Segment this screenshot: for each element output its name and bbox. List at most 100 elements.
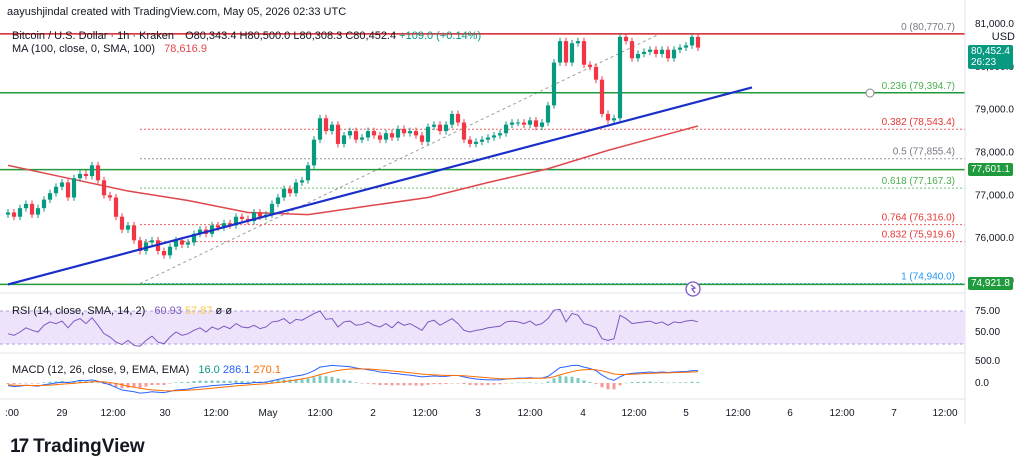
macd-histogram-bar xyxy=(612,383,616,390)
macd-label[interactable]: MACD (12, 26, close, 9, EMA, EMA) xyxy=(12,364,190,376)
macd-histogram-bar xyxy=(582,380,586,383)
trendline-group xyxy=(7,86,875,286)
candle-body xyxy=(593,66,599,80)
candle-body xyxy=(179,240,185,245)
macd-histogram-bar xyxy=(540,382,544,384)
macd-histogram-bar xyxy=(198,380,202,383)
macd-histogram-bar xyxy=(504,383,508,384)
fib-level-label: 0 (80,770.7) xyxy=(901,22,955,33)
candle-body xyxy=(89,165,95,177)
macd-histogram-bar xyxy=(348,380,352,383)
macd-histogram-bar xyxy=(690,381,694,383)
macd-histogram-bar xyxy=(162,383,166,385)
candle-body xyxy=(233,216,239,226)
macd-histogram-bar xyxy=(546,381,550,383)
macd-histogram-bar xyxy=(42,382,46,383)
macd-histogram-bar xyxy=(156,383,160,385)
ohlc-high: H80,500.0 xyxy=(239,30,291,42)
rsi-pane: 75.00 50.00 xyxy=(0,306,1000,347)
ma-line-group xyxy=(7,125,699,216)
candle-body xyxy=(587,64,593,67)
macd-histogram-bar xyxy=(378,383,382,386)
macd-histogram-bar xyxy=(246,381,250,383)
candle-body xyxy=(131,225,137,241)
macd-histogram-bar xyxy=(174,382,178,383)
macd-histogram-bar xyxy=(402,383,406,386)
candle-body xyxy=(539,122,545,127)
macd-value: 286.1 xyxy=(222,364,251,376)
macd-histogram-bar xyxy=(228,380,232,383)
macd-histogram-bar xyxy=(108,383,112,386)
x-tick-label: 12:00 xyxy=(517,408,542,419)
fib-level-label: 0.764 (76,316.0) xyxy=(882,213,955,224)
symbol-name[interactable]: Bitcoin / U.S. Dollar · 1h · Kraken xyxy=(12,30,175,42)
rsi-band xyxy=(0,311,965,344)
macd-histogram-bar xyxy=(678,382,682,383)
candle-body xyxy=(455,113,461,123)
currency-label[interactable]: USD xyxy=(991,31,1015,43)
fib-level-label: 0.5 (77,855.4) xyxy=(893,147,955,158)
candle-body xyxy=(41,199,47,209)
candle-body xyxy=(617,36,623,119)
x-tick-label: 29 xyxy=(56,408,68,419)
candle-body xyxy=(533,120,539,127)
candle-body xyxy=(191,233,197,243)
x-tick-label: :00 xyxy=(5,408,19,419)
macd-histogram-bar xyxy=(576,377,580,383)
candle-body xyxy=(83,173,89,177)
candle-body xyxy=(107,195,113,198)
candle-body xyxy=(551,62,557,106)
candle-body xyxy=(425,126,431,142)
candle-body xyxy=(17,208,23,217)
macd-histogram-bar xyxy=(48,381,52,383)
macd-histogram-bar xyxy=(396,383,400,386)
candle-body xyxy=(395,128,401,138)
macd-histogram-bar xyxy=(372,383,376,385)
rsi-line xyxy=(7,308,699,347)
macd-histogram-bar xyxy=(210,380,214,383)
candle-body xyxy=(479,139,485,142)
candle-body xyxy=(461,122,467,140)
candle-body xyxy=(65,182,71,198)
candle-body xyxy=(563,41,569,63)
macd-histogram-bar xyxy=(54,381,58,383)
ma-label[interactable]: MA (100, close, 0, SMA, 100) xyxy=(12,43,156,55)
candle-body xyxy=(449,113,455,125)
trendline-handle xyxy=(865,88,875,98)
candle-body xyxy=(101,180,107,196)
candle-body xyxy=(23,203,29,209)
rsi-sma-value: 57.87 xyxy=(184,305,213,317)
candle-body xyxy=(365,131,371,138)
candle-body xyxy=(491,135,497,138)
y-tick-label: 78,000.0 xyxy=(975,148,1014,159)
candle-body xyxy=(581,41,587,65)
candle-body xyxy=(611,118,617,121)
candle-body xyxy=(635,53,641,59)
ascending-trendline xyxy=(7,86,753,286)
macd-histogram-bar xyxy=(606,383,610,390)
macd-signal-line xyxy=(7,368,699,392)
macd-histogram-bar xyxy=(186,381,190,383)
macd-histogram-bar xyxy=(306,378,310,383)
x-tick-label: May xyxy=(259,408,278,419)
ma-value: 78,616.9 xyxy=(164,43,207,55)
candle-body xyxy=(371,131,377,136)
rsi-label[interactable]: RSI (14, close, SMA, 14, 2) xyxy=(12,305,146,317)
macd-histogram-bar xyxy=(426,383,430,385)
tradingview-icon: 17 xyxy=(10,436,29,457)
candle-body xyxy=(221,223,227,228)
macd-tick-500: 500.0 xyxy=(975,356,1000,367)
candle-body xyxy=(269,203,275,215)
candle-body xyxy=(125,225,131,230)
green-line-badge: 77,601.1 xyxy=(968,163,1013,176)
macd-histogram-bar xyxy=(534,382,538,384)
macd-histogram-bar xyxy=(648,381,652,383)
macd-histogram-bar xyxy=(510,382,514,384)
x-tick-label: 6 xyxy=(787,408,793,419)
fib-level-label: 0.832 (75,919.6) xyxy=(882,230,955,241)
macd-histogram-bar xyxy=(18,383,22,384)
candle-body xyxy=(473,141,479,144)
x-tick-label: 12:00 xyxy=(100,408,125,419)
tradingview-logo[interactable]: 17 TradingView xyxy=(10,436,145,457)
